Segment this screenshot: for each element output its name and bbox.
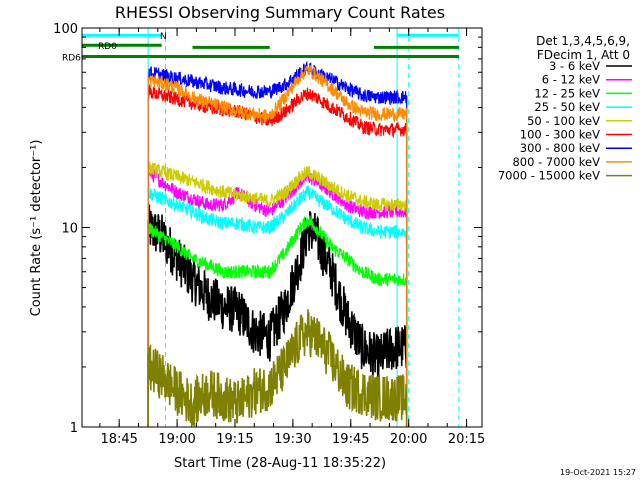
series-line-0 — [147, 204, 408, 427]
x-tick-label-3: 19:30 — [274, 432, 311, 447]
y-axis-label: Count Rate (s⁻¹ detector⁻¹) — [29, 140, 44, 317]
legend-entry-label-0: 3 - 6 keV — [549, 59, 600, 73]
chart-title: RHESSI Observing Summary Count Rates — [115, 3, 445, 22]
plot-inner — [82, 28, 460, 427]
flag-bar-label-0: N — [160, 32, 167, 42]
series-line-4 — [147, 161, 408, 427]
x-tick-label-2: 19:15 — [216, 432, 253, 447]
legend-entry-label-5: 100 - 300 keV — [520, 128, 600, 142]
y-tick-label-1: 10 — [61, 222, 78, 237]
legend-header-0: Det 1,3,4,5,6,9, — [536, 34, 630, 48]
series-line-2 — [147, 215, 408, 427]
legend-entry-label-4: 50 - 100 keV — [527, 114, 600, 128]
legend-entry-label-1: 6 - 12 keV — [542, 73, 600, 87]
x-tick-label-6: 20:15 — [448, 432, 485, 447]
flag-bar-label-2: RD6 — [62, 53, 81, 63]
series-line-6 — [147, 60, 408, 427]
legend-entry-label-3: 25 - 50 keV — [534, 100, 600, 114]
axes: 18:45 19:00 19:15 19:30 19:45 20:00 20:15 1 10 10… — [53, 22, 485, 447]
legend-entry-label-6: 300 - 800 keV — [520, 141, 600, 155]
y-tick-label-0: 1 — [70, 421, 78, 436]
legend-entry-label-7: 800 - 7000 keV — [512, 155, 600, 169]
y-tick-label-2: 100 — [53, 22, 78, 37]
footer-timestamp: 19-Oct-2021 15:27 — [560, 468, 636, 477]
x-tick-label-4: 19:45 — [332, 432, 369, 447]
legend: Det 1,3,4,5,6,9,FDecim 1, Att 03 - 6 keV… — [498, 34, 632, 183]
x-tick-label-1: 19:00 — [158, 432, 195, 447]
legend-entry-label-8: 7000 - 15000 keV — [498, 169, 600, 183]
flag-bar-label-1: RD0 — [98, 42, 117, 52]
series-line-3 — [147, 184, 408, 427]
x-tick-label-5: 20:00 — [390, 432, 427, 447]
series-line-8 — [147, 309, 408, 427]
plot-area: N RD0 RD6 — [62, 28, 460, 427]
series-line-5 — [147, 83, 408, 427]
series-line-7 — [147, 65, 408, 427]
legend-header-1: FDecim 1, Att 0 — [537, 48, 630, 62]
x-tick-label-0: 18:45 — [100, 432, 137, 447]
legend-entry-label-2: 12 - 25 keV — [534, 86, 600, 100]
x-axis-label: Start Time (28-Aug-11 18:35:22) — [174, 456, 386, 471]
